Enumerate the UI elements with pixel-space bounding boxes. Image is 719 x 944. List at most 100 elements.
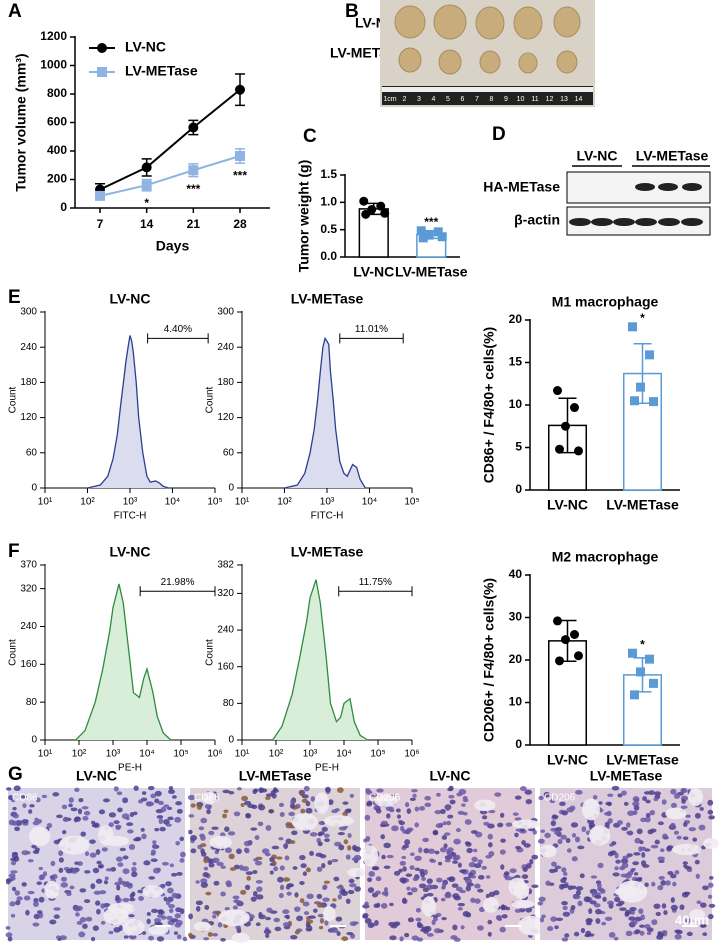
nucleus <box>116 791 123 796</box>
data-point <box>359 196 369 206</box>
nucleus <box>303 911 310 916</box>
nucleus <box>620 858 629 864</box>
nucleus <box>299 854 306 861</box>
nucleus <box>115 856 123 862</box>
nucleus <box>391 825 399 832</box>
nucleus <box>653 797 659 802</box>
nucleus <box>606 810 612 817</box>
nucleus <box>682 836 689 841</box>
nucleus <box>555 865 561 869</box>
nucleus <box>253 858 259 862</box>
nucleus <box>346 808 352 812</box>
nucleus <box>670 822 676 827</box>
data-point <box>553 616 562 626</box>
nucleus <box>375 890 381 895</box>
nucleus <box>32 922 40 927</box>
x-tick-label: 10³ <box>123 497 138 508</box>
data-point <box>574 446 583 456</box>
gate-label: 4.40% <box>164 324 192 335</box>
nucleus <box>642 796 647 802</box>
nucleus <box>317 913 325 918</box>
point <box>188 165 199 176</box>
nucleus <box>74 861 79 865</box>
nucleus <box>291 830 298 836</box>
nucleus <box>562 876 568 881</box>
ruler-label: 5 <box>446 96 450 103</box>
y-tick-label: 80 <box>223 698 235 709</box>
nucleus <box>477 888 484 893</box>
nucleus <box>461 803 466 807</box>
nucleus <box>496 915 503 919</box>
data-point <box>376 201 386 211</box>
data-point <box>418 233 428 243</box>
nucleus <box>284 855 290 861</box>
nucleus <box>550 820 556 827</box>
x-tick-label: 21 <box>187 217 201 231</box>
nucleus <box>657 821 664 826</box>
nucleus <box>641 851 646 858</box>
nucleus <box>154 790 162 797</box>
ihc-image <box>5 785 188 942</box>
nucleus <box>301 798 308 803</box>
x-tick-label: 7 <box>97 217 104 231</box>
nucleus <box>708 815 715 820</box>
data-point <box>630 396 639 406</box>
nucleus <box>266 907 273 913</box>
nucleus <box>207 858 214 864</box>
nucleus <box>561 901 568 906</box>
nucleus <box>150 793 157 799</box>
nucleus <box>257 804 266 811</box>
nucleus <box>180 851 186 858</box>
nucleus <box>78 797 84 803</box>
histogram-fill <box>75 583 171 740</box>
nucleus <box>228 791 235 795</box>
nucleus <box>268 809 274 814</box>
nucleus <box>278 837 284 841</box>
data-point <box>628 648 637 658</box>
nucleus <box>661 903 667 909</box>
nucleus <box>50 860 56 867</box>
nucleus <box>65 869 73 874</box>
nucleus <box>543 791 551 798</box>
nucleus <box>415 917 422 922</box>
nucleus <box>115 826 121 831</box>
chart-title: LV-METase <box>291 291 364 307</box>
y-axis-label: Tumor weight (g) <box>296 160 312 273</box>
lumen <box>482 897 500 913</box>
annotation: * <box>144 196 149 210</box>
nucleus <box>670 873 677 879</box>
nucleus <box>165 899 171 906</box>
nucleus <box>638 908 644 915</box>
nucleus <box>364 901 369 906</box>
nucleus <box>389 902 394 907</box>
group-label: LV-NC <box>577 148 618 164</box>
nucleus <box>545 880 551 886</box>
x-tick-label: LV-NC <box>547 752 588 768</box>
nucleus <box>655 911 661 917</box>
x-tick-label: 10⁴ <box>336 749 351 760</box>
nucleus <box>553 830 562 836</box>
nucleus <box>584 933 591 938</box>
nucleus <box>322 886 327 890</box>
nucleus <box>98 864 104 869</box>
nucleus <box>13 785 21 792</box>
nucleus <box>206 808 211 815</box>
nucleus <box>232 895 240 900</box>
y-tick-label: 1.0 <box>320 195 337 209</box>
histogram-line <box>272 579 369 741</box>
y-tick-label: 320 <box>20 583 37 594</box>
nucleus <box>487 823 495 829</box>
nucleus <box>81 806 89 810</box>
nucleus <box>505 906 511 911</box>
nucleus <box>550 916 557 922</box>
nucleus <box>401 855 407 860</box>
nucleus <box>561 937 569 942</box>
nucleus <box>531 854 539 860</box>
nucleus <box>607 802 612 807</box>
nucleus <box>324 838 330 843</box>
nucleus <box>617 793 623 798</box>
nucleus <box>473 863 482 869</box>
nucleus <box>707 809 714 815</box>
nucleus <box>407 891 413 896</box>
nucleus <box>639 840 644 845</box>
